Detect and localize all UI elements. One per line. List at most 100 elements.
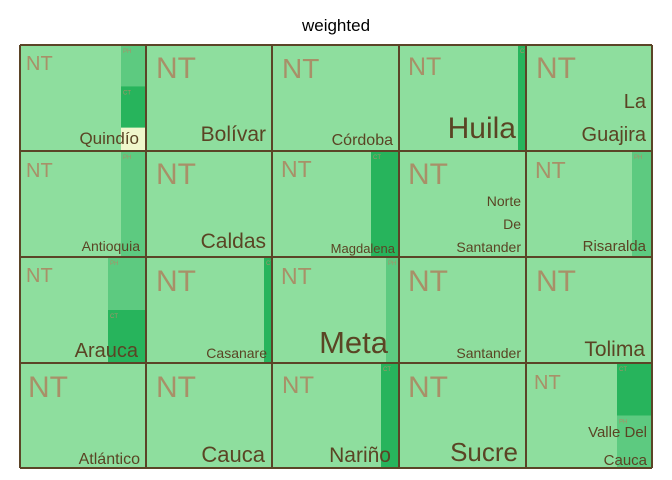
- segment-label: CT: [266, 261, 274, 267]
- cell-category-label: NT: [28, 371, 68, 404]
- tile-risaralda: PH NT Risaralda: [526, 151, 652, 257]
- tile-background: [526, 151, 652, 257]
- segment-ph: [121, 45, 146, 87]
- segment-label: PH: [123, 49, 131, 55]
- tile-valle-del-cauca: CT PH NT Valle Del Cauca: [526, 363, 652, 469]
- tile-norte-de-santander: NT Norte De Santander: [399, 151, 526, 257]
- tile-background: [526, 45, 652, 151]
- tile-name-label: Arauca: [75, 340, 139, 362]
- tile-name-label: Atlántico: [79, 451, 140, 468]
- tile-name-label: De: [503, 216, 521, 232]
- tile-la-guajira: NT La Guajira: [526, 45, 652, 151]
- tile-name-label: Antioquia: [82, 238, 141, 254]
- tile-name-label: Bolívar: [201, 123, 266, 146]
- segment-ct: [371, 151, 399, 257]
- segment-ph: [121, 151, 146, 257]
- segment-label: CT: [123, 90, 131, 96]
- tile-background: [146, 257, 272, 363]
- cell-category-label: NT: [282, 53, 319, 84]
- tile-name-label: Caldas: [201, 230, 266, 253]
- tile-quindío: PH CT NT Quindío: [20, 45, 146, 151]
- tile-antioquia: PH NT Antioquia: [20, 151, 146, 257]
- cell-category-label: NT: [536, 52, 576, 85]
- segment-label: CT: [619, 367, 627, 373]
- chart-title: weighted: [301, 16, 371, 35]
- cell-category-label: NT: [156, 158, 196, 191]
- segment-label: CT: [373, 155, 381, 161]
- tile-name-label: Cauca: [201, 442, 265, 467]
- cell-category-label: NT: [26, 53, 53, 75]
- segment-label: PH: [619, 420, 627, 426]
- tile-name-label: La: [624, 91, 647, 113]
- tile-name-label: Nariño: [329, 444, 391, 467]
- tile-córdoba: NT Córdoba: [272, 45, 399, 151]
- cell-category-label: NT: [281, 156, 312, 182]
- tile-arauca: PH CT NT Arauca: [20, 257, 146, 363]
- tile-borders: [19, 44, 653, 469]
- tile-background: [399, 45, 526, 151]
- cell-category-label: NT: [26, 160, 53, 182]
- tile-casanare: CT NT Casanare: [146, 257, 274, 363]
- tile-name-label: Santander: [456, 345, 521, 361]
- tile-magdalena: CT NT Magdalena: [272, 151, 399, 257]
- tile-sucre: NT Sucre: [399, 363, 526, 468]
- segment-label: PH: [634, 155, 642, 161]
- cell-category-label: NT: [535, 157, 566, 183]
- tile-background: [399, 363, 526, 468]
- segment-label: PH: [110, 261, 118, 267]
- tile-background: [399, 257, 526, 363]
- tile-background: [526, 257, 652, 363]
- tile-name-label: Quindío: [79, 129, 139, 148]
- tile-caldas: NT Caldas: [146, 151, 272, 257]
- segment-label: PH: [123, 155, 131, 161]
- tile-name-label: Tolima: [584, 338, 645, 361]
- tile-background: [146, 151, 272, 257]
- segment-label: PH: [388, 261, 396, 267]
- cell-category-label: NT: [281, 263, 312, 289]
- tile-background: [20, 363, 146, 468]
- cell-category-label: NT: [282, 372, 314, 399]
- tile-background: [272, 45, 399, 151]
- segment-ph: [632, 151, 652, 257]
- tile-name-label: Córdoba: [332, 132, 393, 149]
- segment-ct: [518, 45, 526, 151]
- tile-background: [272, 363, 399, 468]
- tile-name-label: Risaralda: [583, 238, 647, 255]
- tile-huila: CT NT Huila: [399, 45, 528, 151]
- tile-name-label: Sucre: [450, 437, 518, 467]
- cell-category-label: NT: [534, 372, 561, 394]
- tile-name-label: Magdalena: [331, 241, 396, 256]
- tile-background: [272, 257, 399, 363]
- segment-label: CT: [383, 367, 391, 373]
- tile-background: [146, 45, 272, 151]
- segment-label: CT: [110, 314, 118, 320]
- segment-ph: [386, 257, 399, 363]
- cell-category-label: NT: [408, 265, 448, 298]
- segment-highlight: [121, 127, 146, 151]
- tile-name-label: Santander: [456, 239, 521, 255]
- cell-category-label: NT: [408, 53, 441, 81]
- tile-atlántico: NT Atlántico: [20, 363, 146, 468]
- cell-category-label: NT: [156, 371, 196, 404]
- tile-background: [146, 363, 272, 468]
- cell-category-label: NT: [408, 371, 448, 404]
- segment-ct: [121, 86, 146, 128]
- cell-category-label: NT: [156, 52, 196, 85]
- cell-category-label: NT: [156, 265, 196, 298]
- tile-name-label: Cauca: [604, 452, 648, 469]
- tile-name-label: Meta: [319, 325, 389, 360]
- segment-ct: [264, 257, 272, 363]
- tile-santander: NT Santander: [399, 257, 526, 363]
- segment-ph: [108, 257, 146, 310]
- tile-name-label: Valle Del: [588, 424, 647, 441]
- segment-label: CT: [520, 49, 528, 55]
- cell-category-label: NT: [408, 158, 448, 191]
- tile-bolívar: NT Bolívar: [146, 45, 272, 151]
- tile-tolima: NT Tolima: [526, 257, 652, 363]
- tile-nariño: CT NT Nariño: [272, 363, 399, 468]
- cell-category-label: NT: [26, 265, 53, 287]
- tile-meta: PH NT Meta: [272, 257, 399, 363]
- cell-category-label: NT: [536, 265, 576, 298]
- segment-ct: [108, 310, 146, 363]
